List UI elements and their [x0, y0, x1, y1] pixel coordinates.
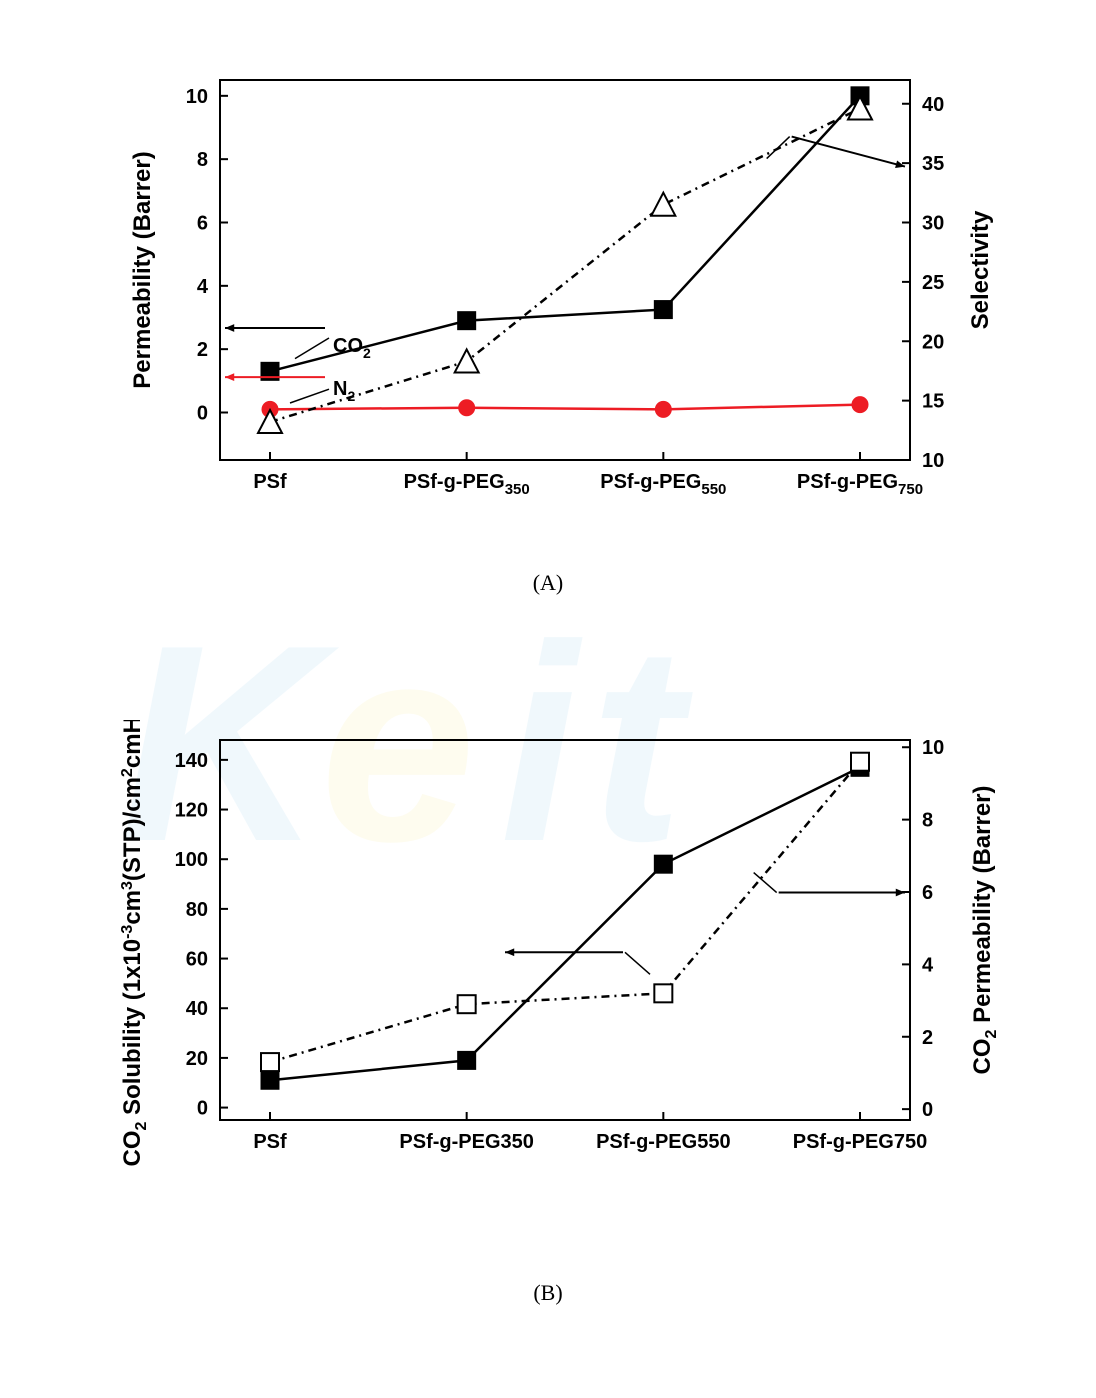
svg-text:CO2 Solubility (1x10-3cm3(STP): CO2 Solubility (1x10-3cm3(STP)/cm2cmHg): [119, 720, 150, 1167]
svg-text:15: 15: [922, 391, 944, 413]
svg-text:2: 2: [922, 1027, 933, 1049]
panel-label-b: (B): [498, 1280, 598, 1306]
svg-text:10: 10: [186, 86, 208, 108]
svg-text:10: 10: [922, 737, 944, 759]
svg-text:6: 6: [922, 882, 933, 904]
svg-text:4: 4: [197, 276, 209, 298]
svg-text:0: 0: [197, 1098, 208, 1120]
svg-text:CO2 Permeability (Barrer): CO2 Permeability (Barrer): [969, 785, 1000, 1074]
svg-text:PSf-g-PEG550: PSf-g-PEG550: [596, 1131, 730, 1153]
svg-text:20: 20: [922, 331, 944, 353]
chart-a: 0 2 4 6 8 10 10 15 20 25 30 35 40 PSf PSf-g-PEG350 PSf-…: [80, 60, 1000, 520]
svg-text:6: 6: [197, 213, 208, 235]
svg-text:4: 4: [922, 954, 934, 976]
svg-text:30: 30: [922, 213, 944, 235]
svg-text:N2: N2: [333, 378, 355, 404]
svg-text:8: 8: [922, 810, 933, 832]
svg-text:PSf-g-PEG750: PSf-g-PEG750: [793, 1131, 927, 1153]
svg-text:120: 120: [175, 800, 208, 822]
svg-text:40: 40: [186, 998, 208, 1020]
svg-text:PSf: PSf: [253, 471, 287, 493]
svg-text:35: 35: [922, 153, 944, 175]
svg-text:PSf-g-PEG350: PSf-g-PEG350: [399, 1131, 533, 1153]
svg-text:PSf-g-PEG350: PSf-g-PEG350: [404, 471, 530, 498]
svg-text:20: 20: [186, 1048, 208, 1070]
svg-text:10: 10: [922, 450, 944, 472]
svg-text:PSf-g-PEG550: PSf-g-PEG550: [600, 471, 726, 498]
svg-text:0: 0: [197, 403, 208, 425]
svg-text:80: 80: [186, 899, 208, 921]
svg-text:2: 2: [197, 339, 208, 361]
svg-text:PSf: PSf: [253, 1131, 287, 1153]
svg-text:100: 100: [175, 849, 208, 871]
svg-text:40: 40: [922, 94, 944, 116]
svg-text:25: 25: [922, 272, 944, 294]
svg-text:8: 8: [197, 149, 208, 171]
panel-label-a: (A): [498, 570, 598, 596]
svg-text:Selectivity: Selectivity: [967, 210, 994, 329]
svg-text:140: 140: [175, 750, 208, 772]
svg-text:0: 0: [922, 1099, 933, 1121]
svg-text:PSf-g-PEG750: PSf-g-PEG750: [797, 471, 923, 498]
svg-text:CO2: CO2: [333, 335, 371, 361]
chart-b: 0 20 40 60 80 100 120 140 0 2 4 6 8 10 PSf PSf-g-PEG350…: [80, 720, 1000, 1180]
svg-text:60: 60: [186, 949, 208, 971]
svg-text:Permeability (Barrer): Permeability (Barrer): [129, 151, 156, 388]
